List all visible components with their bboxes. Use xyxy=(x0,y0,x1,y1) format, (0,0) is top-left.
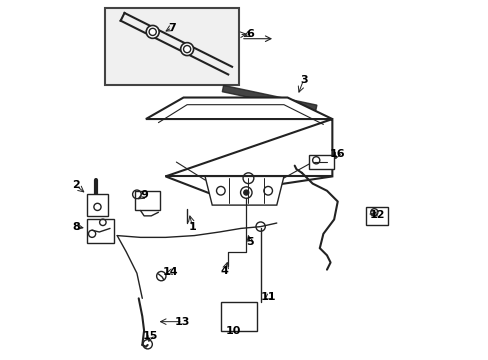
Circle shape xyxy=(146,26,159,39)
Text: 6: 6 xyxy=(245,29,253,39)
Text: 8: 8 xyxy=(72,222,80,231)
Text: 13: 13 xyxy=(175,317,190,327)
Bar xyxy=(221,302,257,330)
Text: 14: 14 xyxy=(162,267,178,277)
Text: 4: 4 xyxy=(221,266,228,276)
Circle shape xyxy=(183,45,190,53)
Circle shape xyxy=(149,28,156,36)
Text: 16: 16 xyxy=(329,149,345,159)
Text: 11: 11 xyxy=(261,292,276,302)
Bar xyxy=(308,155,333,169)
Bar xyxy=(366,207,387,225)
Text: 2: 2 xyxy=(72,180,80,190)
Bar xyxy=(135,191,160,211)
FancyBboxPatch shape xyxy=(104,8,239,85)
Polygon shape xyxy=(145,98,332,194)
Text: 15: 15 xyxy=(142,331,158,341)
Polygon shape xyxy=(204,176,284,205)
Text: 12: 12 xyxy=(369,210,385,220)
Text: 7: 7 xyxy=(168,23,176,33)
Text: 10: 10 xyxy=(225,325,240,336)
Text: 3: 3 xyxy=(299,75,307,85)
Text: 9: 9 xyxy=(140,190,148,201)
Text: 5: 5 xyxy=(245,237,253,247)
Bar xyxy=(86,194,108,216)
Circle shape xyxy=(180,42,193,55)
Polygon shape xyxy=(222,85,316,112)
Circle shape xyxy=(244,190,248,195)
Bar xyxy=(86,220,113,243)
Text: 1: 1 xyxy=(188,222,196,231)
